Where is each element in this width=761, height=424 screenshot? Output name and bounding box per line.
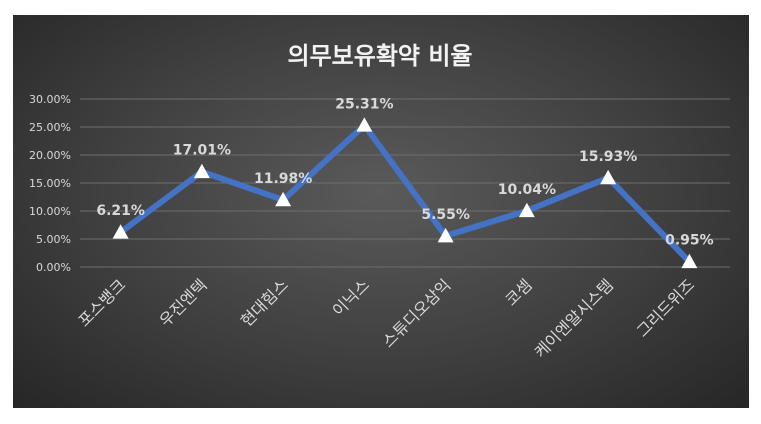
data-label: 25.31% xyxy=(335,96,393,112)
series-group xyxy=(112,117,698,269)
x-tick-label: 현대힘스 xyxy=(237,275,292,330)
x-tick-label: 스튜디오삼익 xyxy=(379,275,455,351)
data-label: 6.21% xyxy=(96,203,145,219)
series-line xyxy=(117,122,693,265)
data-label: 11.98% xyxy=(254,171,312,187)
y-axis-ticks: 30.00% 25.00% 20.00% 15.00% 10.00% 5.00% 0.00% xyxy=(29,93,71,274)
data-labels: 6.21% 17.01% 11.98% 25.31% 5.55% 10.04% 15.93%… xyxy=(96,96,713,248)
y-tick-label: 15.00% xyxy=(29,177,71,190)
y-tick-label: 5.00% xyxy=(36,233,71,246)
data-point-marker xyxy=(275,191,292,207)
y-tick-label: 0.00% xyxy=(36,261,71,274)
data-point-marker xyxy=(518,202,535,218)
data-point-marker xyxy=(193,163,210,179)
x-tick-label: 이닉스 xyxy=(329,275,374,320)
data-point-marker xyxy=(681,253,698,269)
data-point-marker xyxy=(437,227,454,243)
y-tick-label: 30.00% xyxy=(29,93,71,106)
y-tick-label: 20.00% xyxy=(29,149,71,162)
chart-title: 의무보유확약 비율 xyxy=(288,42,473,70)
x-tick-label: 우진엔텍 xyxy=(156,275,211,330)
x-tick-label: 포스뱅크 xyxy=(74,275,129,330)
y-tick-label: 25.00% xyxy=(29,121,71,134)
data-label: 5.55% xyxy=(421,207,470,223)
data-label: 10.04% xyxy=(498,182,556,198)
data-point-marker xyxy=(112,224,129,239)
data-label: 0.95% xyxy=(665,233,714,249)
data-point-marker xyxy=(356,117,373,132)
data-label: 15.93% xyxy=(579,149,637,165)
x-tick-label: 코셈 xyxy=(501,275,535,309)
x-tick-label: 케이엔알시스템 xyxy=(531,275,617,361)
x-tick-label: 그리드위즈 xyxy=(633,275,698,340)
y-tick-label: 10.00% xyxy=(29,205,71,218)
data-point-marker xyxy=(600,169,617,185)
data-label: 17.01% xyxy=(173,143,231,159)
